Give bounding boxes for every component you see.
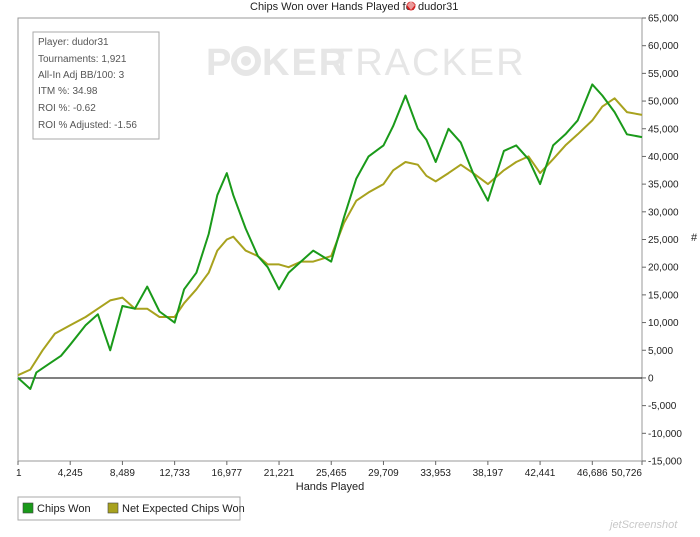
y-tick-label: 5,000 <box>648 346 673 357</box>
legend: Chips Won Net Expected Chips Won <box>17 496 245 521</box>
x-tick-label: 33,953 <box>420 468 451 479</box>
x-tick-label: 12,733 <box>159 468 190 479</box>
y-tick-label: 40,000 <box>648 152 679 163</box>
y-axis: 65,000 60,000 55,000 50,000 45,000 40,000 35,0… <box>642 14 682 468</box>
x-tick-label: 42,441 <box>525 468 556 479</box>
stat-itm: ITM %: 34.98 <box>38 86 98 97</box>
x-tick-label: 46,686 <box>577 468 608 479</box>
x-axis-label: Hands Played <box>296 481 365 493</box>
x-tick-label: 8,489 <box>110 468 135 479</box>
x-tick-label: 4,245 <box>58 468 83 479</box>
x-tick-label: 16,977 <box>212 468 243 479</box>
y-tick-label: 25,000 <box>648 235 679 246</box>
legend-label-net-expected: Net Expected Chips Won <box>122 503 245 515</box>
y-tick-label: -10,000 <box>648 429 682 440</box>
svg-text:P: P <box>206 42 233 84</box>
stat-roi-adjusted: ROI % Adjusted: -1.56 <box>38 120 137 131</box>
stat-player: Player: dudor31 <box>38 37 109 48</box>
series-line-chips-won <box>17 83 643 390</box>
legend-swatch-chips-won <box>22 502 34 514</box>
y-tick-label: 50,000 <box>648 97 679 108</box>
legend-label-chips-won: Chips Won <box>37 503 91 515</box>
stats-box: Player: dudor31 Tournaments: 1,921 All-I… <box>32 31 160 140</box>
chart-title: Chips Won over Hands Played for <box>250 1 416 13</box>
x-tick-label: 29,709 <box>368 468 399 479</box>
x-tick-label: 25,465 <box>316 468 347 479</box>
y-tick-label: 20,000 <box>648 263 679 274</box>
poker-chip-icon <box>231 46 261 76</box>
y-tick-label: 15,000 <box>648 290 679 301</box>
series-line-net-expected <box>17 97 643 377</box>
svg-text:KER: KER <box>262 42 348 84</box>
y-tick-label: 30,000 <box>648 207 679 218</box>
x-tick-label: 38,197 <box>473 468 504 479</box>
x-tick-label: 21,221 <box>264 468 295 479</box>
legend-swatch-net-expected <box>107 502 119 514</box>
x-tick-label: 1 <box>16 468 22 479</box>
y-tick-label: 60,000 <box>648 41 679 52</box>
x-axis: 1 4,245 8,489 12,733 16,977 21,221 25,465 29,70… <box>16 461 643 479</box>
y-tick-label: 45,000 <box>648 124 679 135</box>
poker-stars-icon <box>406 1 416 11</box>
y-tick-label: 10,000 <box>648 318 679 329</box>
y-tick-label: 35,000 <box>648 180 679 191</box>
y-tick-label: -5,000 <box>648 401 677 412</box>
y-tick-label: 55,000 <box>648 69 679 80</box>
y-tick-label: -15,000 <box>648 457 682 468</box>
stat-tournaments: Tournaments: 1,921 <box>38 54 127 65</box>
svg-text:TRACKER: TRACKER <box>330 42 526 84</box>
stat-allin-bb100: All-In Adj BB/100: 3 <box>38 70 125 81</box>
chart-title-player: dudor31 <box>418 1 458 13</box>
stat-roi: ROI %: -0.62 <box>38 103 96 114</box>
y-tick-label: 65,000 <box>648 14 679 25</box>
jetscreenshot-watermark: jetScreenshot <box>608 519 678 531</box>
x-tick-label: 50,726 <box>611 468 642 479</box>
y-tick-label: 0 <box>648 373 654 384</box>
pokertracker-watermark: P KER TRACKER <box>206 42 526 84</box>
y-axis-label: # <box>691 232 698 244</box>
